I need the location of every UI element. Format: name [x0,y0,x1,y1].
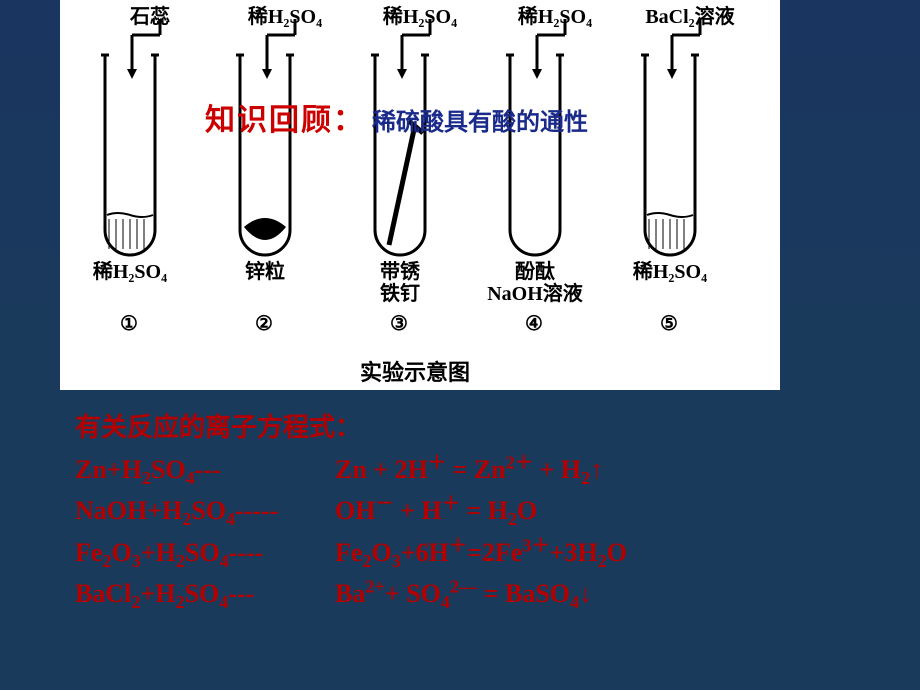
equation-right: Zn + 2H＋ = Zn2＋ + H2↑ [335,455,603,484]
tube-number: ② [255,311,273,336]
equation-right: Fe2O3+6H＋=2Fe3＋+3H2O [335,538,627,567]
equation-right: Ba2++ SO42— = BaSO4↓ [335,579,592,608]
title-red: 知识回顾： [205,104,365,137]
tube-bottom-label: 稀H₂SO₄ [615,261,725,283]
tube-number: ③ [390,311,408,336]
tube-number: ⑤ [660,311,678,336]
title-blue: 稀硫酸具有酸的通性 [372,110,588,136]
tube-number: ① [120,311,138,336]
equation-right: OH－ + H＋ = H2O [335,496,537,525]
equations-heading: 有关反应的离子方程式： [75,410,627,446]
equation-left: Zn+H2SO4--- [75,452,335,492]
equation-row: BaCl2+H2SO4---Ba2++ SO42— = BaSO4↓ [75,574,627,615]
equation-left: BaCl2+H2SO4--- [75,576,335,616]
reagent-top-label: BaCl₂溶液 [625,0,755,29]
equation-left: NaOH+H2SO4----- [75,493,335,533]
equation-row: Zn+H2SO4---Zn + 2H＋ = Zn2＋ + H2↑ [75,450,627,491]
equations-block: 有关反应的离子方程式： Zn+H2SO4---Zn + 2H＋ = Zn2＋ +… [75,410,627,616]
tube-bottom-label: 带锈 铁钉 [345,261,455,305]
tube-bottom-label: 锌粒 [210,261,320,283]
experiment-diagram: 实验示意图 石蕊稀H₂SO₄①稀H₂SO₄锌粒②稀H₂SO₄带锈 铁钉③稀H₂S… [60,0,780,390]
equation-left: Fe2O3+H2SO4---- [75,535,335,575]
equation-row: Fe2O3+H2SO4----Fe2O3+6H＋=2Fe3＋+3H2O [75,533,627,574]
tube-bottom-label: 稀H₂SO₄ [75,261,185,283]
tube-number: ④ [525,311,543,336]
equation-row: NaOH+H2SO4-----OH－ + H＋ = H2O [75,492,627,533]
reagent-top-label: 稀H₂SO₄ [355,0,485,29]
reagent-top-label: 稀H₂SO₄ [490,0,620,29]
overlay-title: 知识回顾： 稀硫酸具有酸的通性 [205,95,588,139]
reagent-top-label: 稀H₂SO₄ [220,0,350,29]
diagram-caption: 实验示意图 [360,355,470,387]
tube-bottom-label: 酚酞 NaOH溶液 [480,261,590,305]
reagent-top-label: 石蕊 [85,0,215,29]
